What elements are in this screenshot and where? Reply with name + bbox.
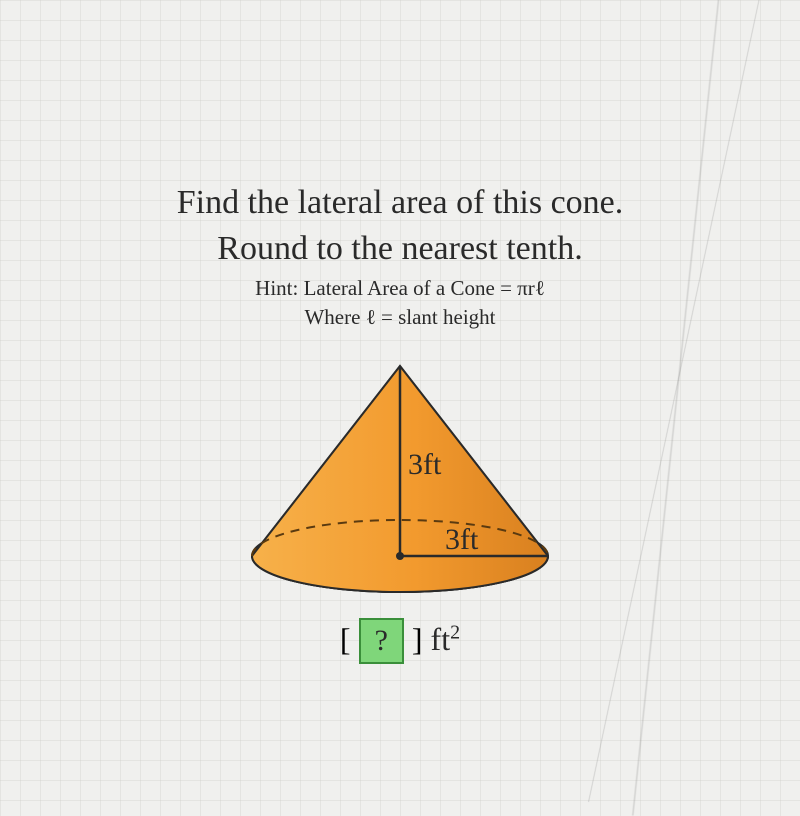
bracket-close: ]: [412, 621, 423, 658]
hint-line-1: Hint: Lateral Area of a Cone = πrℓ: [50, 276, 750, 301]
height-label: 3ft: [408, 448, 441, 482]
cone-svg: [210, 348, 590, 608]
answer-unit: ft2: [431, 621, 461, 658]
answer-input[interactable]: ?: [359, 618, 404, 664]
bracket-open: [: [340, 621, 351, 658]
question-line-1: Find the lateral area of this cone.: [50, 180, 750, 226]
question-line-2: Round to the nearest tenth.: [50, 226, 750, 272]
problem-container: Find the lateral area of this cone. Roun…: [50, 180, 750, 664]
answer-row: [ ? ] ft2: [50, 618, 750, 664]
cone-figure: 3ft 3ft: [210, 348, 590, 608]
hint-line-2: Where ℓ = slant height: [50, 305, 750, 330]
radius-label: 3ft: [445, 523, 478, 557]
